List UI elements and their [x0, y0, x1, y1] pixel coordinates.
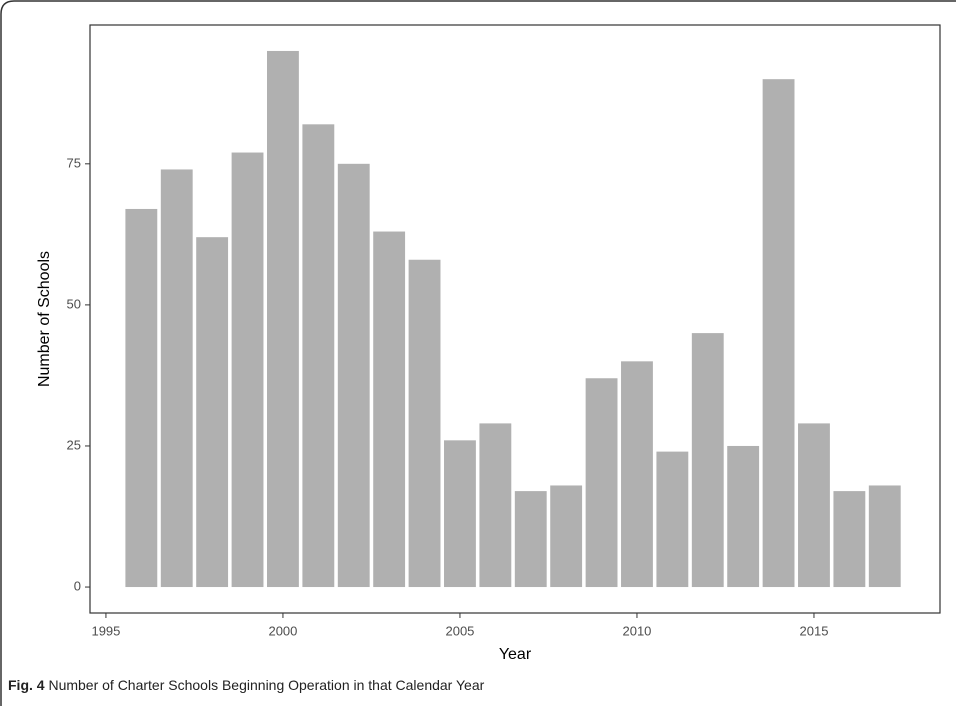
bar [656, 451, 689, 588]
bar [762, 79, 795, 588]
x-tick-label: 2005 [445, 623, 474, 638]
bar [479, 423, 512, 588]
bar [302, 124, 335, 588]
bar [408, 259, 441, 588]
bar [231, 152, 264, 588]
caption: Fig. 4 Number of Charter Schools Beginni… [8, 677, 485, 693]
bar [868, 485, 901, 588]
x-tick-label: 1995 [91, 623, 120, 638]
caption-label: Fig. 4 [8, 677, 45, 693]
caption-text: Number of Charter Schools Beginning Oper… [48, 677, 484, 693]
bar [550, 485, 583, 588]
bar [727, 445, 760, 588]
bar [267, 50, 299, 588]
x-tick-label: 2015 [800, 623, 829, 638]
bar [337, 163, 370, 588]
plot-frame [89, 24, 941, 614]
y-tick-label: 50 [67, 296, 81, 311]
bar [125, 208, 158, 588]
bar [196, 237, 229, 588]
x-tick-label: 2000 [268, 623, 297, 638]
bar [621, 361, 653, 588]
bar [444, 440, 476, 588]
bar [585, 378, 618, 588]
y-tick-label: 25 [67, 437, 81, 452]
bar [160, 169, 193, 588]
bar [833, 491, 866, 588]
y-axis-title: Number of Schools [36, 251, 53, 387]
bar [514, 491, 547, 588]
x-tick-label: 2010 [622, 623, 651, 638]
bar [373, 231, 406, 588]
y-tick-label: 75 [67, 155, 81, 170]
x-axis-title: Year [499, 646, 532, 663]
bar [798, 423, 830, 588]
y-tick-label: 0 [74, 578, 81, 593]
bar [691, 333, 724, 588]
